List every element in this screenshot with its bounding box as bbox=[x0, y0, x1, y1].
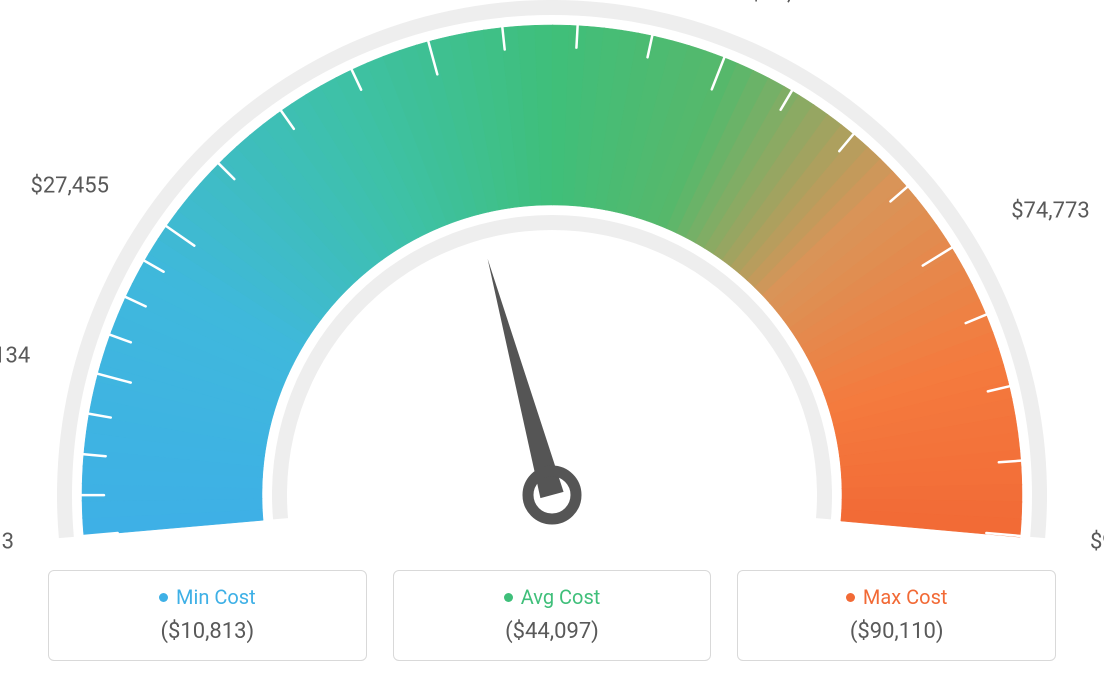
legend-value-max: ($90,110) bbox=[738, 619, 1055, 644]
cost-gauge-widget: $10,813$19,134$27,455$44,097$59,435$74,7… bbox=[0, 0, 1104, 690]
gauge-scale-label: $19,134 bbox=[0, 343, 30, 368]
legend-title-avg: Avg Cost bbox=[504, 585, 601, 609]
gauge-scale-label: $27,455 bbox=[30, 174, 109, 199]
gauge-needle bbox=[488, 259, 564, 499]
legend-title-min: Min Cost bbox=[159, 585, 256, 609]
legend-label-max: Max Cost bbox=[863, 585, 948, 609]
gauge-scale-label: $59,435 bbox=[750, 0, 829, 5]
legend-card-min: Min Cost ($10,813) bbox=[48, 570, 367, 661]
legend-value-avg: ($44,097) bbox=[394, 619, 711, 644]
legend-card-avg: Avg Cost ($44,097) bbox=[393, 570, 712, 661]
gauge-scale-label: $90,110 bbox=[1090, 530, 1104, 555]
gauge-svg bbox=[0, 0, 1104, 560]
legend-label-min: Min Cost bbox=[176, 585, 256, 609]
dot-icon bbox=[504, 593, 513, 602]
legend-row: Min Cost ($10,813) Avg Cost ($44,097) Ma… bbox=[0, 570, 1104, 661]
legend-value-min: ($10,813) bbox=[49, 619, 366, 644]
dot-icon bbox=[159, 593, 168, 602]
gauge-tick bbox=[999, 461, 1021, 463]
legend-label-avg: Avg Cost bbox=[521, 585, 601, 609]
gauge-scale-label: $74,773 bbox=[1011, 198, 1090, 223]
dot-icon bbox=[846, 593, 855, 602]
gauge-tick bbox=[576, 26, 577, 48]
legend-title-max: Max Cost bbox=[846, 585, 948, 609]
gauge-area: $10,813$19,134$27,455$44,097$59,435$74,7… bbox=[0, 0, 1104, 560]
gauge-scale-label: $10,813 bbox=[0, 530, 14, 555]
legend-card-max: Max Cost ($90,110) bbox=[737, 570, 1056, 661]
